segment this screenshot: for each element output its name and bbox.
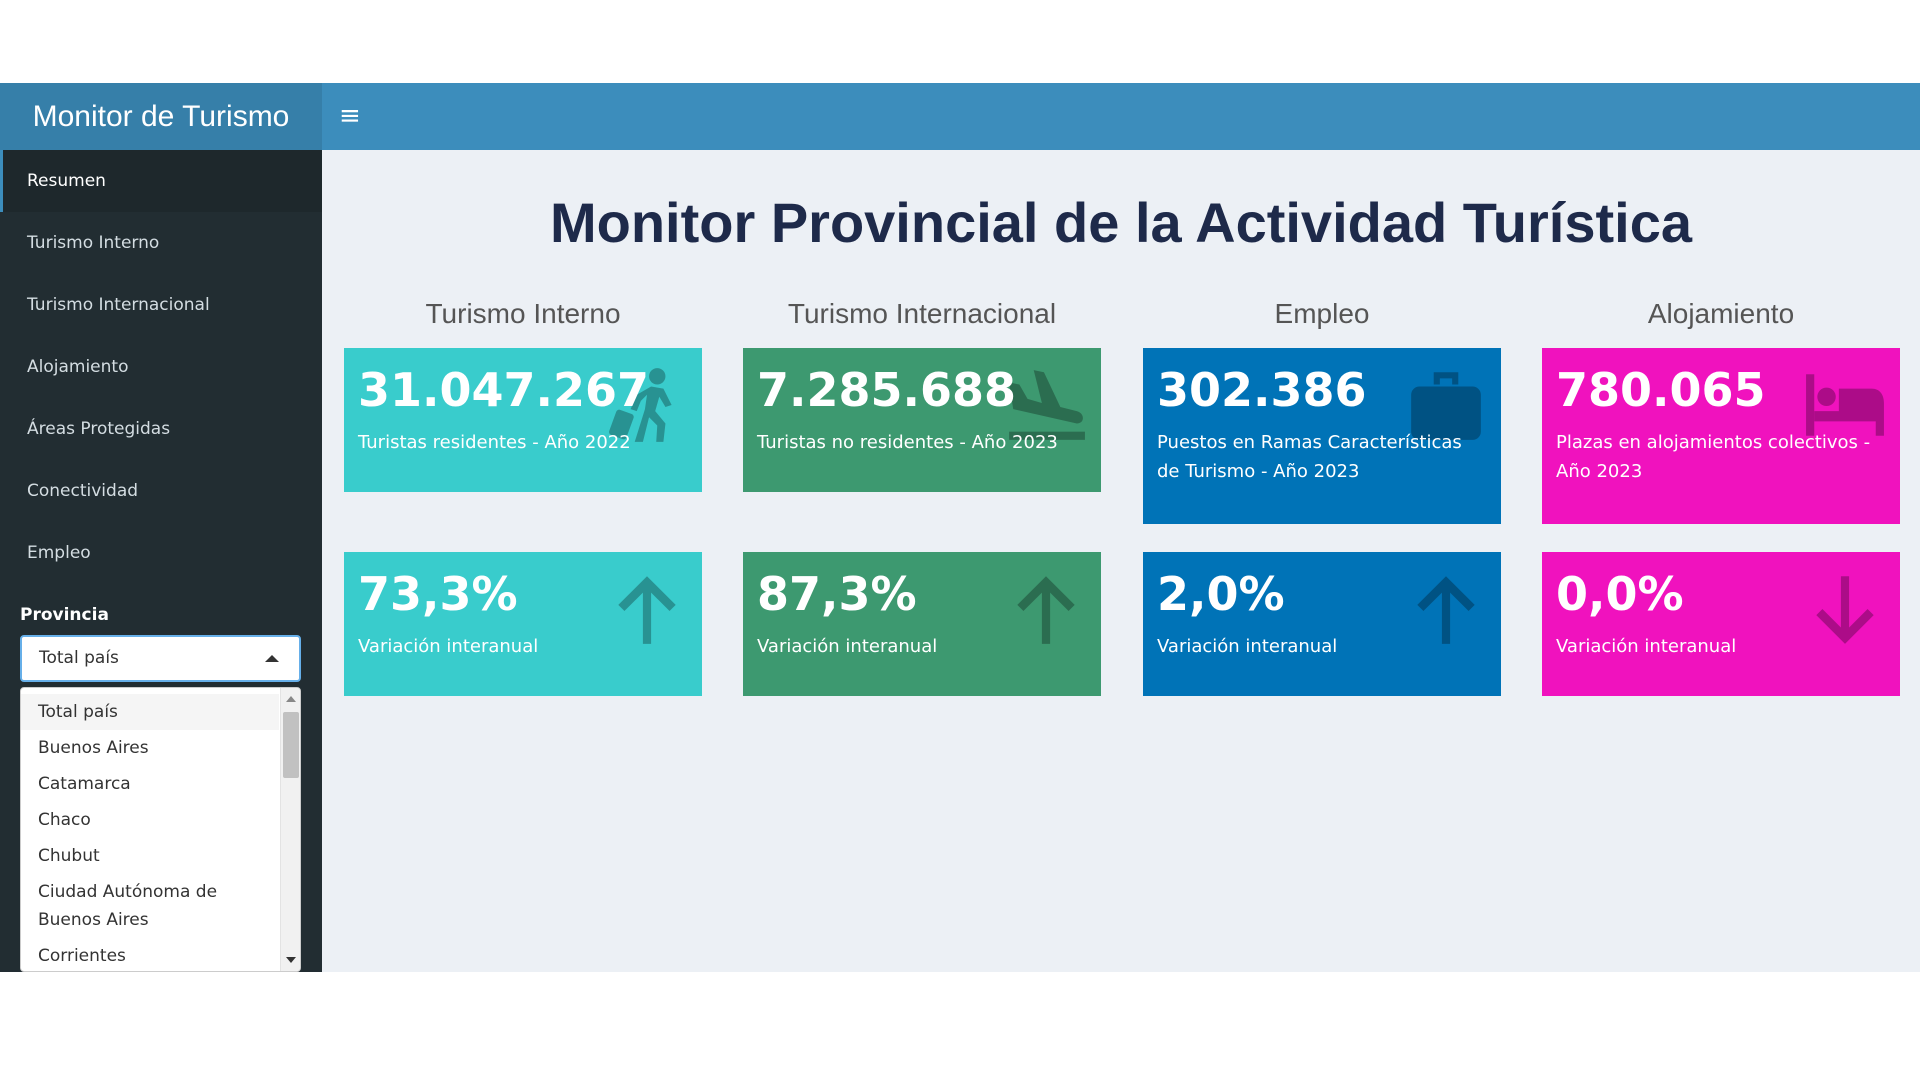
column-title-turismo-internacional: Turismo Internacional — [787, 298, 1057, 329]
main-content: Monitor Provincial de la Actividad Turís… — [322, 150, 1920, 972]
stat-value: 780.065 — [1556, 363, 1766, 417]
value-box-alojamiento: 780.065 Plazas en alojamientos colectivo… — [1542, 348, 1900, 524]
caret-up-icon[interactable] — [265, 655, 279, 662]
province-dropdown: Total país Buenos Aires Catamarca Chaco … — [20, 687, 301, 972]
province-option-corrientes[interactable]: Corrientes — [38, 946, 126, 966]
app: Monitor de Turismo ≡ Resumen Turismo Int… — [0, 83, 1920, 972]
value-box-turismo-interno: 31.047.267 Turistas residentes - Año 202… — [344, 348, 702, 492]
stat-value: 7.285.688 — [757, 363, 1016, 417]
variation-description: Variación interanual — [1157, 636, 1338, 657]
menu-toggle-icon[interactable]: ≡ — [339, 101, 361, 131]
dropdown-scrollbar[interactable] — [280, 688, 300, 971]
sidebar: Resumen Turismo Interno Turismo Internac… — [0, 150, 322, 972]
province-option-caba[interactable]: Ciudad Autónoma de Buenos Aires — [38, 882, 218, 930]
province-options-list: Total país Buenos Aires Catamarca Chaco … — [21, 694, 279, 971]
variation-box-alojamiento: 0,0% Variación interanual — [1542, 552, 1900, 696]
province-option-buenos-aires[interactable]: Buenos Aires — [38, 738, 149, 758]
scroll-down-icon[interactable] — [286, 957, 296, 963]
column-title-turismo-interno: Turismo Interno — [425, 298, 621, 329]
arrow-down-icon — [1804, 568, 1886, 650]
suitcase-icon — [1405, 364, 1487, 446]
stat-value: 31.047.267 — [358, 363, 650, 417]
arrow-up-icon — [1005, 568, 1087, 650]
app-title[interactable]: Monitor de Turismo — [0, 83, 322, 150]
sidebar-item-alojamiento[interactable]: Alojamiento — [27, 357, 129, 377]
stat-description: Plazas en alojamientos colectivos - Año … — [1556, 432, 1871, 482]
column-title-empleo: Empleo — [1274, 298, 1370, 329]
variation-box-turismo-internacional: 87,3% Variación interanual — [743, 552, 1101, 696]
stat-description: Turistas residentes - Año 2022 — [358, 432, 631, 453]
sidebar-item-conectividad[interactable]: Conectividad — [27, 481, 139, 501]
scrollbar-thumb[interactable] — [283, 712, 299, 778]
province-option-chaco[interactable]: Chaco — [38, 810, 91, 830]
variation-value: 87,3% — [757, 567, 917, 621]
column-title-alojamiento: Alojamiento — [1647, 298, 1795, 329]
arrow-up-icon — [606, 568, 688, 650]
variation-box-empleo: 2,0% Variación interanual — [1143, 552, 1501, 696]
sidebar-item-areas-protegidas[interactable]: Áreas Protegidas — [27, 419, 171, 439]
scroll-up-icon[interactable] — [286, 696, 296, 702]
variation-description: Variación interanual — [358, 636, 539, 657]
arrow-up-icon — [1405, 568, 1487, 650]
plane-arrival-icon — [1005, 364, 1087, 446]
variation-box-turismo-interno: 73,3% Variación interanual — [344, 552, 702, 696]
stat-value: 302.386 — [1157, 363, 1367, 417]
province-option-chubut[interactable]: Chubut — [38, 846, 100, 866]
walking-luggage-icon — [606, 364, 688, 446]
stat-description: Puestos en Ramas Características de Turi… — [1157, 432, 1462, 482]
variation-description: Variación interanual — [1556, 636, 1737, 657]
province-option-catamarca[interactable]: Catamarca — [38, 774, 131, 794]
bed-icon — [1804, 364, 1886, 446]
stat-description: Turistas no residentes - Año 2023 — [757, 432, 1058, 453]
province-selected-value: Total país — [39, 648, 119, 668]
sidebar-item-turismo-interno[interactable]: Turismo Interno — [27, 233, 160, 253]
sidebar-item-empleo[interactable]: Empleo — [27, 543, 91, 563]
sidebar-item-resumen[interactable]: Resumen — [0, 150, 322, 212]
variation-value: 0,0% — [1556, 567, 1684, 621]
value-box-turismo-internacional: 7.285.688 Turistas no residentes - Año 2… — [743, 348, 1101, 492]
page-title: Monitor Provincial de la Actividad Turís… — [549, 191, 1692, 254]
province-option-total-pais[interactable]: Total país — [21, 694, 279, 730]
variation-value: 73,3% — [358, 567, 518, 621]
variation-value: 2,0% — [1157, 567, 1285, 621]
variation-description: Variación interanual — [757, 636, 938, 657]
value-box-empleo: 302.386 Puestos en Ramas Características… — [1143, 348, 1501, 524]
header: Monitor de Turismo ≡ — [0, 83, 1920, 150]
province-label: Provincia — [20, 605, 109, 625]
province-select[interactable]: Total país — [20, 635, 301, 682]
sidebar-item-turismo-internacional[interactable]: Turismo Internacional — [27, 295, 210, 315]
